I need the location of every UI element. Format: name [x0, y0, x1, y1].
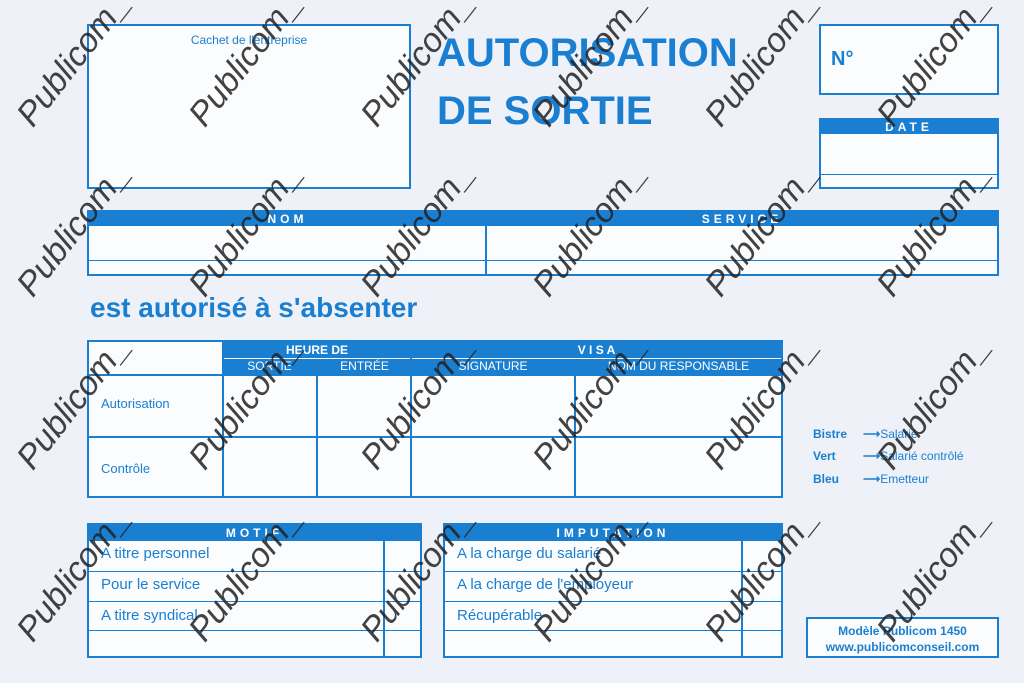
checkbox-column	[741, 541, 743, 656]
website-link: www.publicomconseil.com	[825, 640, 980, 654]
legend-target: Salarié	[880, 427, 918, 441]
number-box[interactable]: N°	[819, 24, 999, 95]
arrow-icon: ⟶	[863, 449, 881, 463]
imputation-header: IMPUTATION	[445, 525, 781, 541]
divider	[89, 436, 781, 438]
imputation-option[interactable]: Récupérable	[457, 607, 543, 624]
imputation-option[interactable]: A la charge du salarié	[457, 545, 602, 562]
divider	[89, 260, 997, 261]
arrow-icon: ⟶	[863, 472, 881, 486]
motif-header: MOTIF	[89, 525, 420, 541]
company-stamp-box: Cachet de l'entreprise	[87, 24, 411, 189]
title-line-2: DE SORTIE	[437, 89, 653, 133]
name-service-table: NOM SERVICE	[87, 210, 999, 276]
service-header: SERVICE	[487, 212, 997, 226]
legend-item: Bleu ⟶ Emetteur	[813, 472, 929, 486]
row-label-controle: Contrôle	[101, 461, 151, 476]
model-number: Modèle Publicom 1450	[838, 624, 967, 638]
signature-header: SIGNATURE	[412, 359, 574, 374]
sortie-header: SORTIE	[223, 359, 316, 374]
legend-color: Vert	[813, 449, 836, 463]
times-visa-table: HEURE DE V I S A SORTIE ENTRÉE SIGNATURE…	[87, 340, 783, 498]
date-box[interactable]: DATE	[819, 118, 999, 189]
heure-de-header: HEURE DE	[223, 342, 411, 358]
legend-target: Salarié contrôlé	[880, 449, 964, 463]
motif-option[interactable]: A titre syndical	[101, 607, 198, 624]
divider	[485, 212, 487, 274]
divider	[821, 174, 997, 175]
divider	[410, 342, 412, 496]
absence-text: est autorisé à s'absenter	[90, 292, 418, 323]
divider	[222, 342, 224, 496]
visa-header: V I S A	[412, 342, 781, 358]
entree-header: ENTRÉE	[318, 359, 411, 374]
arrow-icon: ⟶	[863, 427, 881, 441]
motif-table: MOTIF A titre personnel Pour le service …	[87, 523, 422, 658]
model-box: Modèle Publicom 1450 www.publicomconseil…	[806, 617, 999, 658]
stamp-label: Cachet de l'entreprise	[190, 33, 308, 47]
imputation-table: IMPUTATION A la charge du salarié A la c…	[443, 523, 783, 658]
imputation-option[interactable]: A la charge de l'employeur	[457, 576, 634, 593]
page-title: AUTORISATION DE SORTIE	[437, 30, 738, 134]
date-label: DATE	[821, 120, 997, 134]
divider	[574, 359, 576, 496]
divider	[89, 374, 781, 376]
motif-option[interactable]: A titre personnel	[101, 545, 210, 562]
responsable-header: NOM DU RESPONSABLE	[576, 359, 781, 374]
legend-item: Bistre ⟶ Salarié	[813, 427, 918, 441]
row-label-autorisation: Autorisation	[101, 396, 170, 411]
divider	[316, 359, 318, 496]
legend-item: Vert ⟶ Salarié contrôlé	[813, 449, 964, 463]
motif-option[interactable]: Pour le service	[101, 576, 201, 593]
title-line-1: AUTORISATION	[437, 31, 738, 75]
nom-header: NOM	[89, 212, 486, 226]
number-label: N°	[831, 48, 854, 70]
checkbox-column	[383, 541, 385, 656]
legend-target: Emetteur	[880, 472, 929, 486]
legend-color: Bistre	[813, 427, 848, 441]
legend-color: Bleu	[813, 472, 840, 486]
